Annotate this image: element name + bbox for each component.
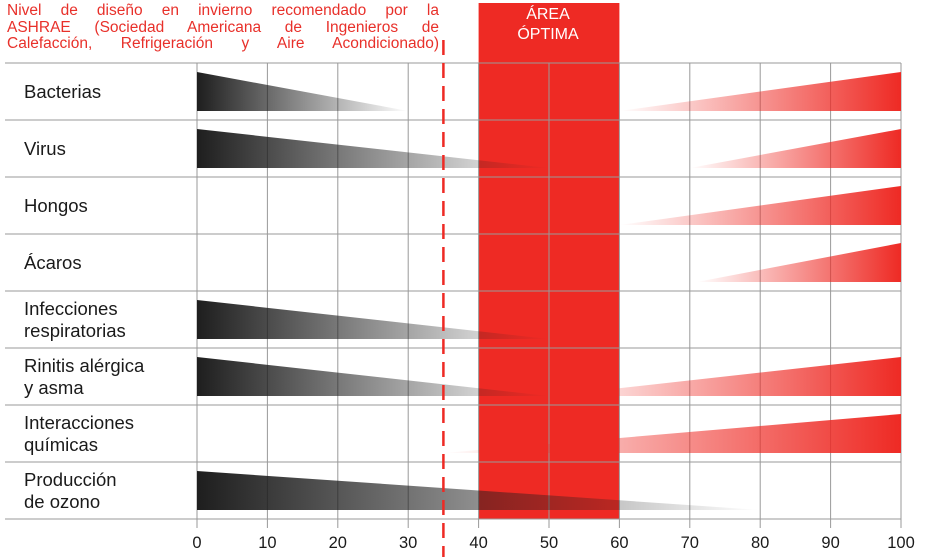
optimal-label-line: ÓPTIMA	[517, 26, 579, 43]
x-tick-label: 40	[469, 534, 488, 552]
optimal-label-line: ÁREA	[526, 6, 570, 23]
decreasing-wedge	[197, 129, 549, 168]
row-label: Bacterias	[24, 81, 101, 103]
winter-note-line: Nivel de diseño en invierno recomendado …	[7, 2, 439, 19]
row-label: Interacciones químicas	[24, 412, 134, 456]
row-label-line: respiratorias	[24, 319, 126, 341]
increasing-wedge	[443, 414, 901, 453]
winter-note-line: ASHRAE (Sociedad Americana de Ingenieros…	[7, 18, 439, 36]
row-label-line: Bacterias	[24, 80, 102, 102]
decreasing-wedge	[197, 300, 549, 339]
decreasing-wedge	[197, 357, 549, 396]
row-label: Infecciones respiratorias	[24, 298, 126, 342]
row-label: Producción de ozono	[24, 469, 117, 513]
decreasing-wedge	[197, 72, 409, 111]
decreasing-wedge	[197, 471, 761, 510]
row-label: Rinitis alérgica y asma	[24, 355, 144, 399]
row-label: Virus	[24, 138, 66, 160]
increasing-wedge	[549, 357, 901, 396]
row-label-line: Virus	[24, 137, 66, 159]
row-label-line: Interacciones	[24, 411, 135, 433]
x-tick-label: 20	[328, 534, 347, 552]
increasing-wedge	[696, 243, 901, 282]
x-tick-label: 70	[680, 534, 699, 552]
row-label-line: Ácaros	[24, 251, 82, 273]
increasing-wedge	[689, 129, 901, 168]
x-tick-label: 50	[539, 534, 559, 552]
winter-design-note: Nivel de diseño en invierno recomendado …	[7, 2, 439, 53]
row-label-line: Rinitis alérgica	[24, 354, 145, 376]
increasing-wedge	[619, 72, 901, 111]
row-label-line: Producción	[24, 468, 117, 490]
row-label-line: químicas	[24, 433, 99, 455]
x-tick-label: 10	[258, 534, 277, 552]
x-tick-label: 30	[399, 534, 418, 552]
row-label-line: Hongos	[24, 194, 88, 216]
x-tick-label: 80	[751, 534, 770, 552]
wedge-marks	[197, 72, 901, 510]
x-tick-label: 100	[887, 534, 915, 552]
grid-lines	[5, 62, 902, 528]
x-tick-label: 60	[610, 534, 629, 552]
row-label-line: y asma	[24, 376, 84, 398]
increasing-wedge	[619, 186, 901, 225]
x-tick-label: 0	[192, 534, 202, 552]
row-label: Hongos	[24, 195, 88, 217]
row-label: Ácaros	[24, 252, 82, 274]
row-label-line: Infecciones	[24, 297, 118, 319]
optimal-area-label: ÁREA ÓPTIMA	[477, 5, 619, 45]
x-tick-label: 90	[821, 534, 840, 552]
winter-note-line: Calefacción, Refrigeración y Aire Acondi…	[7, 35, 439, 52]
row-label-line: de ozono	[24, 490, 101, 512]
